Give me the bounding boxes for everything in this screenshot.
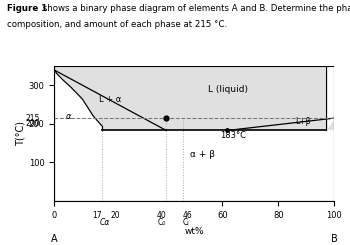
Text: shows a binary phase diagram of elements A and B. Determine the phases present,: shows a binary phase diagram of elements… bbox=[40, 4, 350, 13]
Text: wt%: wt% bbox=[184, 227, 204, 236]
Text: 20: 20 bbox=[110, 210, 120, 220]
Text: 40: 40 bbox=[156, 210, 166, 220]
Text: 183°C: 183°C bbox=[220, 131, 246, 140]
Polygon shape bbox=[54, 130, 334, 201]
Text: C₀: C₀ bbox=[158, 218, 166, 227]
Polygon shape bbox=[54, 66, 102, 201]
Text: 200: 200 bbox=[26, 119, 40, 128]
Text: 46: 46 bbox=[183, 210, 193, 220]
Text: α + β: α + β bbox=[190, 150, 215, 159]
Text: B: B bbox=[331, 234, 338, 244]
Text: L + α: L + α bbox=[99, 95, 121, 104]
Y-axis label: T(°C): T(°C) bbox=[16, 121, 26, 146]
Text: L (liquid): L (liquid) bbox=[208, 85, 248, 94]
Polygon shape bbox=[326, 66, 334, 130]
Text: L+β: L+β bbox=[296, 117, 311, 126]
Text: Cα: Cα bbox=[99, 218, 110, 227]
Text: 215: 215 bbox=[26, 114, 40, 123]
Text: A: A bbox=[51, 234, 57, 244]
Text: composition, and amount of each phase at 215 °C.: composition, and amount of each phase at… bbox=[7, 20, 227, 29]
Text: Figure 1: Figure 1 bbox=[7, 4, 47, 13]
Text: 17: 17 bbox=[92, 210, 102, 220]
Text: α: α bbox=[65, 112, 71, 122]
Text: Cₗ: Cₗ bbox=[183, 218, 190, 227]
Polygon shape bbox=[54, 66, 102, 201]
